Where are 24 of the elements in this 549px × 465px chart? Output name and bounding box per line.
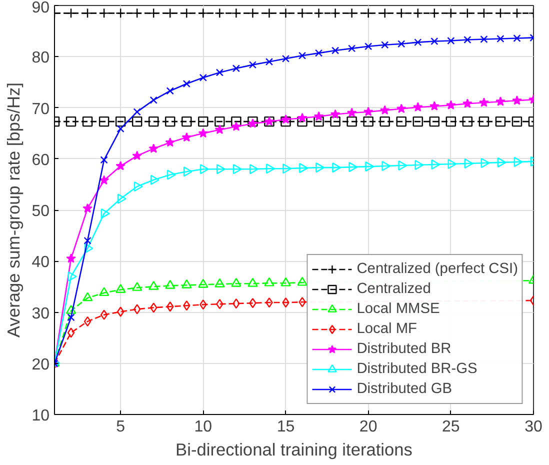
legend-label: Local MMSE — [356, 301, 440, 317]
y-tick-label: 40 — [32, 254, 50, 272]
y-tick-label: 80 — [32, 50, 50, 67]
x-tick-label: 15 — [276, 418, 295, 436]
x-tick-label: 5 — [116, 418, 126, 436]
y-tick-label: 30 — [32, 305, 50, 322]
y-tick-label: 50 — [32, 203, 50, 220]
legend-label: Distributed BR-GS — [356, 361, 478, 377]
legend-label: Centralized (perfect CSI) — [356, 261, 518, 277]
x-tick-label: 30 — [524, 418, 542, 436]
y-tick-label: 10 — [32, 408, 50, 424]
y-tick-label: 70 — [32, 100, 50, 118]
y-tick-label: 20 — [32, 356, 50, 374]
legend-label: Distributed BR — [356, 341, 452, 357]
y-tick-label: 90 — [32, 0, 50, 16]
x-tick-label: 25 — [442, 418, 460, 436]
x-tick-label: 10 — [194, 418, 212, 436]
y-axis-title: Average sum-group rate [bps/Hz] — [4, 82, 24, 338]
y-tick-label: 60 — [32, 152, 50, 169]
legend-label: Local MF — [356, 321, 417, 337]
legend-label: Centralized — [356, 281, 431, 297]
x-axis-title: Bi-directional training iterations — [176, 440, 413, 460]
x-tick-label: 20 — [359, 418, 378, 436]
legend-label: Distributed GB — [356, 381, 452, 397]
